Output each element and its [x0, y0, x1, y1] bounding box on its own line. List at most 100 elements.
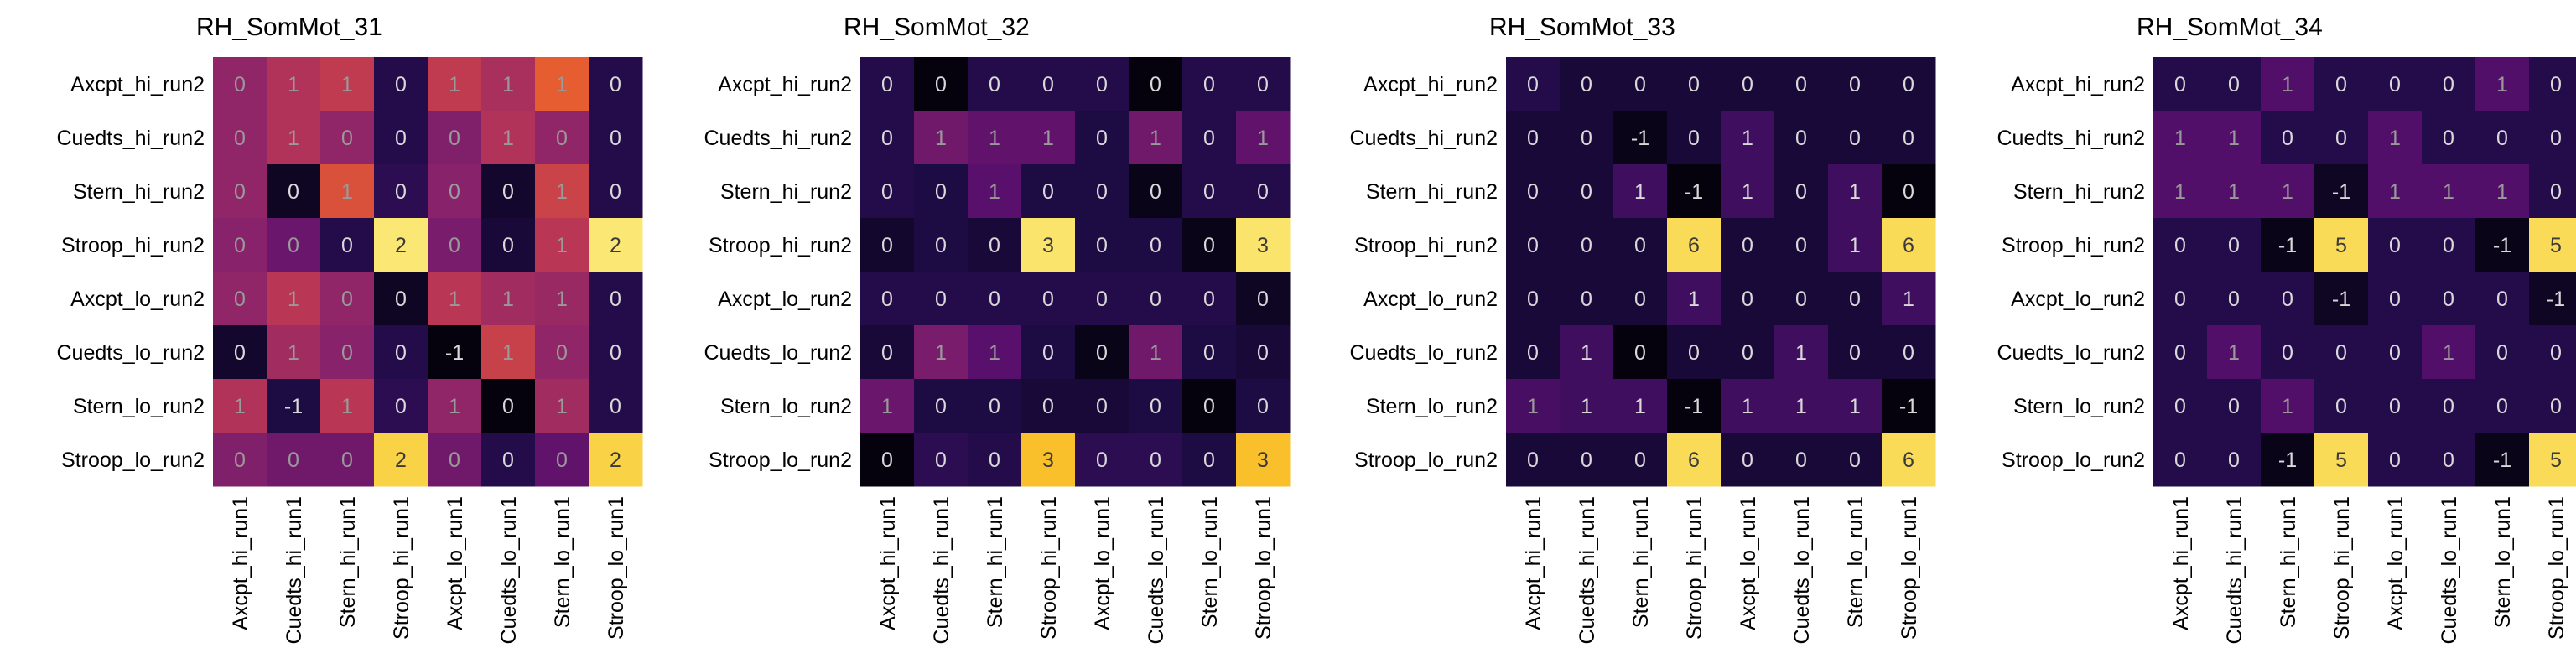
column-label: Stern_lo_run1 — [1198, 496, 1222, 628]
heatmap-cell — [860, 57, 915, 111]
cell-value: 0 — [1257, 180, 1269, 204]
cell-value: 0 — [1903, 341, 1914, 365]
row-label: Axcpt_lo_run2 — [70, 288, 205, 311]
heatmap-cell — [535, 57, 589, 111]
heatmap-cell — [320, 379, 375, 433]
heatmap-cell — [1613, 164, 1668, 219]
heatmap-cell — [1613, 379, 1668, 433]
heatmap-cell — [374, 379, 428, 433]
cell-value: 0 — [989, 448, 1000, 472]
cell-value: 0 — [2335, 341, 2347, 365]
cell-value: 0 — [1042, 341, 1054, 365]
heatmap-cell — [2529, 272, 2576, 326]
column-label: Cuedts_hi_run1 — [283, 496, 306, 644]
cell-value: 1 — [1581, 395, 1592, 418]
cell-value: 0 — [1527, 448, 1539, 472]
cell-value: 1 — [1903, 288, 1914, 311]
heatmap-cell — [374, 111, 428, 165]
cell-value: 0 — [2550, 341, 2562, 365]
cell-value: 0 — [1257, 73, 1269, 96]
heatmap-cell — [1021, 433, 1076, 487]
column-label: Axcpt_hi_run1 — [229, 496, 252, 630]
cell-value: 0 — [2496, 341, 2508, 365]
heatmap-cell — [1021, 111, 1076, 165]
cell-value: -1 — [2278, 234, 2297, 257]
cell-value: 0 — [1634, 73, 1646, 96]
cell-value: 0 — [395, 127, 407, 150]
row-label: Axcpt_hi_run2 — [2011, 73, 2145, 96]
heatmap-cell — [968, 325, 1022, 380]
heatmap-cell — [914, 433, 969, 487]
heatmap-cell — [2475, 57, 2530, 111]
cell-value: 0 — [2174, 73, 2186, 96]
row-label: Cuedts_lo_run2 — [56, 341, 205, 365]
column-label: Stern_lo_run1 — [2491, 496, 2515, 628]
heatmap-cell — [2368, 433, 2423, 487]
cell-value: 0 — [1096, 180, 1108, 204]
heatmap-cell — [589, 111, 643, 165]
cell-value: 0 — [502, 234, 514, 257]
heatmap-panel: RH_SomMot_32 Axcpt_hi_run2 Cuedts_hi_run2 S… — [704, 13, 1291, 645]
heatmap-cell — [481, 325, 536, 380]
cell-value: 0 — [935, 395, 947, 418]
cell-value: 1 — [2389, 127, 2401, 150]
row-label: Cuedts_hi_run2 — [56, 127, 205, 150]
heatmap-cell — [535, 325, 589, 380]
heatmap-cell — [2261, 111, 2315, 165]
cell-value: 0 — [989, 395, 1000, 418]
cell-value: 0 — [2174, 448, 2186, 472]
heatmap-cell — [914, 111, 969, 165]
heatmap-cell — [589, 379, 643, 433]
heatmap-cell — [535, 433, 589, 487]
heatmap-cell — [1721, 433, 1775, 487]
heatmap-cell — [2422, 272, 2476, 326]
heatmap-cell — [535, 218, 589, 272]
cell-value: 0 — [2228, 448, 2240, 472]
column-label: Axcpt_lo_run1 — [444, 496, 467, 630]
row-label: Stroop_lo_run2 — [709, 448, 852, 472]
cell-value: -1 — [2493, 234, 2511, 257]
heatmap-cell — [267, 111, 321, 165]
heatmap-cell — [213, 433, 267, 487]
heatmap-cell — [2422, 433, 2476, 487]
cell-value: 0 — [2335, 395, 2347, 418]
heatmap-cell — [1182, 111, 1237, 165]
heatmap-cell — [1182, 379, 1237, 433]
cell-value: 0 — [1903, 180, 1914, 204]
cell-value: 2 — [610, 234, 621, 257]
cell-value: 0 — [1527, 288, 1539, 311]
cell-value: 0 — [288, 448, 299, 472]
heatmap-cell — [1667, 272, 1722, 326]
cell-value: 0 — [1203, 395, 1215, 418]
cell-value: 1 — [1742, 127, 1753, 150]
cell-value: 1 — [288, 73, 299, 96]
heatmap-cell — [968, 57, 1022, 111]
cell-value: 0 — [1150, 180, 1161, 204]
cell-value: 0 — [881, 288, 893, 311]
heatmap-cell — [213, 379, 267, 433]
cell-value: 0 — [1042, 73, 1054, 96]
heatmap-cell — [1506, 111, 1561, 165]
cell-value: 0 — [288, 180, 299, 204]
heatmap-cell — [1021, 57, 1076, 111]
heatmap-cell — [1182, 272, 1237, 326]
heatmap-cell — [2153, 57, 2208, 111]
cell-value: 2 — [395, 448, 407, 472]
cell-value: 0 — [1203, 234, 1215, 257]
heatmap-cell — [1828, 379, 1883, 433]
cell-value: 1 — [341, 180, 353, 204]
cell-value: 0 — [989, 288, 1000, 311]
heatmap-cell — [2314, 325, 2369, 380]
cell-value: 0 — [2335, 73, 2347, 96]
cell-value: 0 — [2496, 395, 2508, 418]
heatmap-cell — [481, 164, 536, 219]
cell-value: 0 — [341, 234, 353, 257]
heatmap-cell — [2261, 379, 2315, 433]
column-label: Stern_lo_run1 — [551, 496, 574, 628]
cell-value: 1 — [2389, 180, 2401, 204]
heatmap-cell — [2153, 272, 2208, 326]
heatmap-cell — [2207, 325, 2262, 380]
cell-value: 0 — [2443, 395, 2454, 418]
heatmap-cell — [2207, 218, 2262, 272]
cell-value: 1 — [1042, 127, 1054, 150]
